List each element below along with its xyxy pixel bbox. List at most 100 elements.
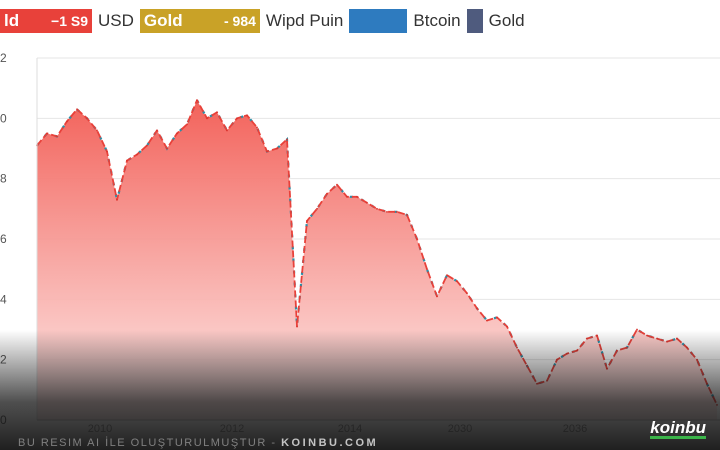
y-tick-label: 4	[0, 292, 7, 306]
data-point	[476, 307, 478, 310]
data-point	[696, 358, 698, 361]
data-point	[156, 129, 158, 132]
data-point	[566, 352, 568, 355]
data-point	[336, 183, 338, 186]
data-point	[216, 111, 218, 114]
data-point	[506, 325, 508, 328]
y-tick-label: 2	[0, 51, 7, 65]
data-point	[466, 292, 468, 295]
data-point	[546, 379, 548, 382]
data-point	[676, 337, 678, 340]
legend-red-box: ld −1 S9	[0, 9, 92, 33]
x-tick-label: 2010	[88, 423, 112, 435]
x-tick-label: 2014	[338, 423, 362, 435]
data-point	[46, 132, 48, 135]
gold-swatch	[466, 9, 483, 33]
data-point	[366, 201, 368, 204]
data-point	[56, 135, 58, 138]
data-point	[306, 220, 308, 222]
data-point	[636, 328, 638, 331]
data-point	[206, 117, 208, 120]
data-point	[406, 213, 408, 216]
legend-bitcoin-label: Btcoin	[413, 11, 461, 30]
data-point	[656, 337, 658, 340]
data-point	[266, 150, 268, 153]
y-tick-label: 6	[0, 232, 7, 246]
gold-box-value: - 984	[223, 13, 256, 29]
usd-label: USD	[98, 11, 134, 30]
data-point	[176, 132, 178, 135]
y-axis: 2 0 8 6 4 2 0	[0, 51, 7, 427]
data-point	[316, 207, 318, 210]
data-point	[166, 147, 168, 150]
data-point	[586, 337, 588, 340]
data-point	[226, 129, 228, 132]
legend: ld −1 S9 USD Gold - 984 Wipd Puin Btcoin…	[0, 8, 525, 34]
data-point	[66, 120, 68, 123]
red-box-value: −1 S9	[51, 13, 88, 29]
y-tick-label: 8	[0, 172, 7, 186]
data-point	[276, 147, 278, 150]
data-point	[576, 349, 578, 352]
data-point	[606, 367, 608, 370]
koinbu-logo: koinbu	[650, 418, 706, 439]
data-point	[286, 138, 288, 141]
data-point	[96, 129, 98, 132]
data-point	[526, 364, 528, 367]
watermark: BU RESIM AI İLE OLUŞTURULMUŞTUR - KOINBU…	[18, 437, 378, 449]
data-point	[686, 346, 688, 349]
data-point	[136, 153, 138, 156]
data-point	[456, 280, 458, 283]
data-point	[106, 150, 108, 153]
data-point	[706, 382, 708, 385]
data-point	[236, 117, 238, 120]
data-point	[186, 123, 188, 126]
y-tick-label: 0	[0, 111, 7, 125]
data-point	[426, 268, 428, 271]
data-point	[326, 192, 328, 195]
data-point	[666, 340, 668, 343]
y-tick-label: 0	[0, 413, 7, 427]
data-point	[626, 346, 628, 349]
data-point	[86, 117, 88, 120]
data-point	[596, 334, 598, 337]
data-point	[556, 358, 558, 361]
x-tick-label: 2036	[563, 423, 587, 435]
data-point	[346, 195, 348, 198]
data-point	[536, 382, 538, 385]
legend-gold-box: Gold - 984	[139, 9, 260, 33]
data-point	[256, 126, 258, 129]
data-point	[356, 195, 358, 198]
data-point	[76, 108, 78, 111]
data-point	[396, 210, 398, 213]
data-point	[716, 404, 718, 406]
data-point	[416, 238, 418, 240]
red-box-label: ld	[4, 11, 20, 30]
x-tick-label: 2012	[220, 423, 244, 435]
bitcoin-swatch	[349, 9, 408, 33]
data-point	[616, 349, 618, 352]
data-point	[386, 210, 388, 213]
watermark-text: BU RESIM AI İLE OLUŞTURULMUŞTUR -	[18, 437, 282, 449]
legend-gold-label: Gold	[488, 11, 525, 30]
y-tick-label: 2	[0, 353, 7, 367]
data-point	[146, 144, 148, 147]
data-point	[486, 319, 488, 322]
data-point	[436, 295, 438, 298]
x-axis: 2010 2012 2014 2030 2036	[88, 423, 587, 435]
data-point	[496, 316, 498, 319]
data-point	[196, 99, 198, 102]
data-point	[516, 346, 518, 349]
gold-box-label: Gold	[143, 11, 183, 30]
data-point	[116, 198, 118, 201]
data-point	[646, 334, 648, 337]
data-point	[126, 159, 128, 162]
data-point	[296, 325, 298, 328]
area-fill	[37, 100, 717, 420]
data-point	[376, 207, 378, 210]
watermark-site: KOINBU.COM	[281, 437, 379, 449]
x-tick-label: 2030	[448, 423, 472, 435]
data-point	[446, 274, 448, 277]
third-label: Wipd Puin	[265, 11, 344, 30]
